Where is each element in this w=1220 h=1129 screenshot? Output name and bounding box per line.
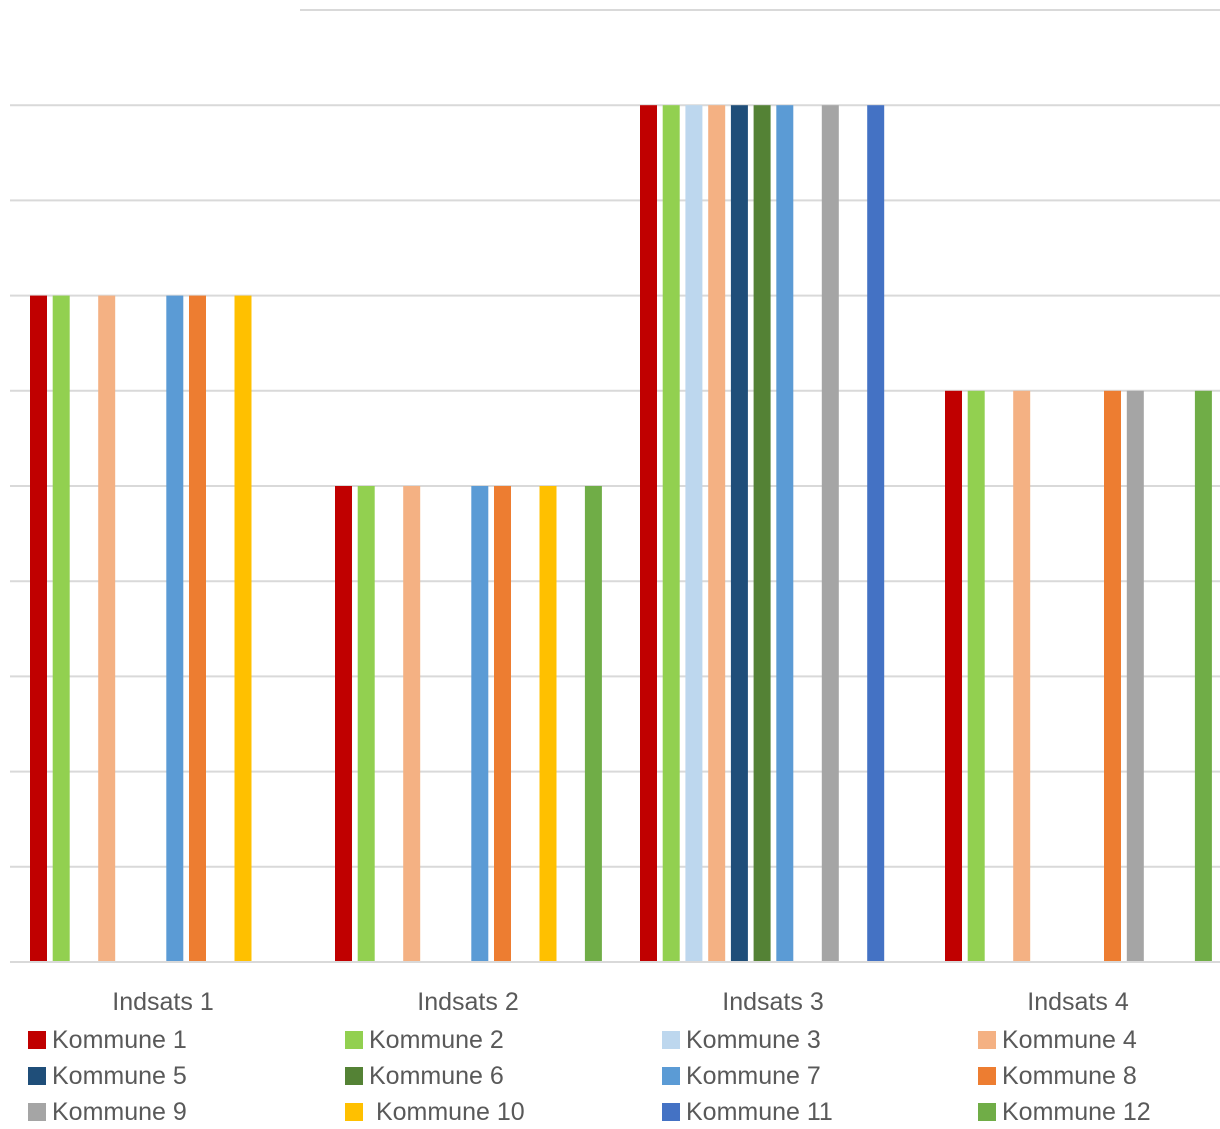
legend-swatch [345,1031,363,1049]
legend-label: Kommune 5 [52,1061,187,1090]
legend-item-kommune-12: Kommune 12 [978,1095,1151,1129]
bar-kommune-2-1 [52,295,70,963]
legend-swatch [28,1067,46,1085]
bar-kommune-11-3 [867,105,885,962]
legend-swatch [345,1067,363,1085]
legend-swatch [345,1103,363,1121]
category-label: Indsats 2 [417,988,518,1016]
category-labels: Indsats 1 Indsats 2 Indsats 3 Indsats 4 [112,988,1129,1016]
bar-kommune-12-2 [584,486,602,962]
legend-label: Kommune 6 [369,1061,504,1090]
legend-swatch [978,1031,996,1049]
bar-kommune-2-2 [357,486,375,962]
bar-kommune-1-3 [640,105,657,962]
legend-swatch [978,1067,996,1085]
legend-item-kommune-2: Kommune 2 [345,1023,504,1057]
bar-kommune-4-4 [1013,390,1031,962]
legend-swatch [28,1031,46,1049]
gridlines [10,9,1220,868]
bar-kommune-3-3 [685,105,703,962]
bar-kommune-7-2 [471,486,489,962]
category-label: Indsats 3 [722,988,823,1016]
bar-kommune-2-3 [662,105,680,962]
bar-kommune-4-3 [708,105,726,962]
legend-swatch [978,1103,996,1121]
legend-item-kommune-5: Kommune 5 [28,1059,187,1093]
bar-kommune-1-1 [30,295,47,963]
bar-kommune-7-3 [776,105,794,962]
legend-item-kommune-7: Kommune 7 [662,1059,821,1093]
legend-label: Kommune 11 [686,1097,833,1126]
bar-kommune-6-3 [753,105,771,962]
legend-label: Kommune 4 [1002,1025,1137,1054]
legend-item-kommune-10: Kommune 10 [345,1095,525,1129]
legend-label: Kommune 1 [52,1025,187,1054]
bar-kommune-1-2 [335,486,352,962]
bar-kommune-12-4 [1194,390,1212,962]
bar-kommune-10-1 [234,295,252,963]
legend-swatch [662,1031,680,1049]
legend-swatch [662,1103,680,1121]
bar-kommune-4-2 [403,486,421,962]
legend-swatch [28,1103,46,1121]
bar-kommune-9-3 [821,105,839,962]
legend-label: Kommune 3 [686,1025,821,1054]
category-label: Indsats 4 [1027,988,1129,1016]
legend-label: Kommune 7 [686,1061,821,1090]
category-label: Indsats 1 [112,988,213,1016]
bar-kommune-5-3 [730,105,748,962]
legend: Kommune 1 Kommune 2 Kommune 3 Kommune 4 … [0,1022,1220,1126]
bar-kommune-8-1 [189,295,206,963]
legend-item-kommune-9: Kommune 9 [28,1095,187,1129]
legend-item-kommune-11: Kommune 11 [662,1095,833,1129]
bar-kommune-7-1 [166,295,184,963]
legend-label: Kommune 9 [52,1097,187,1126]
legend-label: Kommune 2 [369,1025,504,1054]
bar-kommune-4-1 [98,295,116,963]
legend-swatch [662,1067,680,1085]
legend-item-kommune-3: Kommune 3 [662,1023,821,1057]
legend-label: Kommune 8 [1002,1061,1137,1090]
bar-kommune-1-4 [945,390,962,962]
legend-label: Kommune 12 [1002,1097,1151,1126]
legend-item-kommune-6: Kommune 6 [345,1059,504,1093]
bar-kommune-2-4 [967,390,985,962]
bar-chart: Indsats 1 Indsats 2 Indsats 3 Indsats 4 [10,9,1220,1016]
legend-item-kommune-4: Kommune 4 [978,1023,1137,1057]
bars [30,105,1212,963]
bar-kommune-10-2 [539,486,557,962]
legend-label: Kommune 10 [369,1097,525,1126]
legend-item-kommune-8: Kommune 8 [978,1059,1137,1093]
bar-kommune-8-2 [494,486,511,962]
bar-kommune-8-4 [1104,390,1121,962]
legend-item-kommune-1: Kommune 1 [28,1023,187,1057]
bar-kommune-9-4 [1126,390,1144,962]
